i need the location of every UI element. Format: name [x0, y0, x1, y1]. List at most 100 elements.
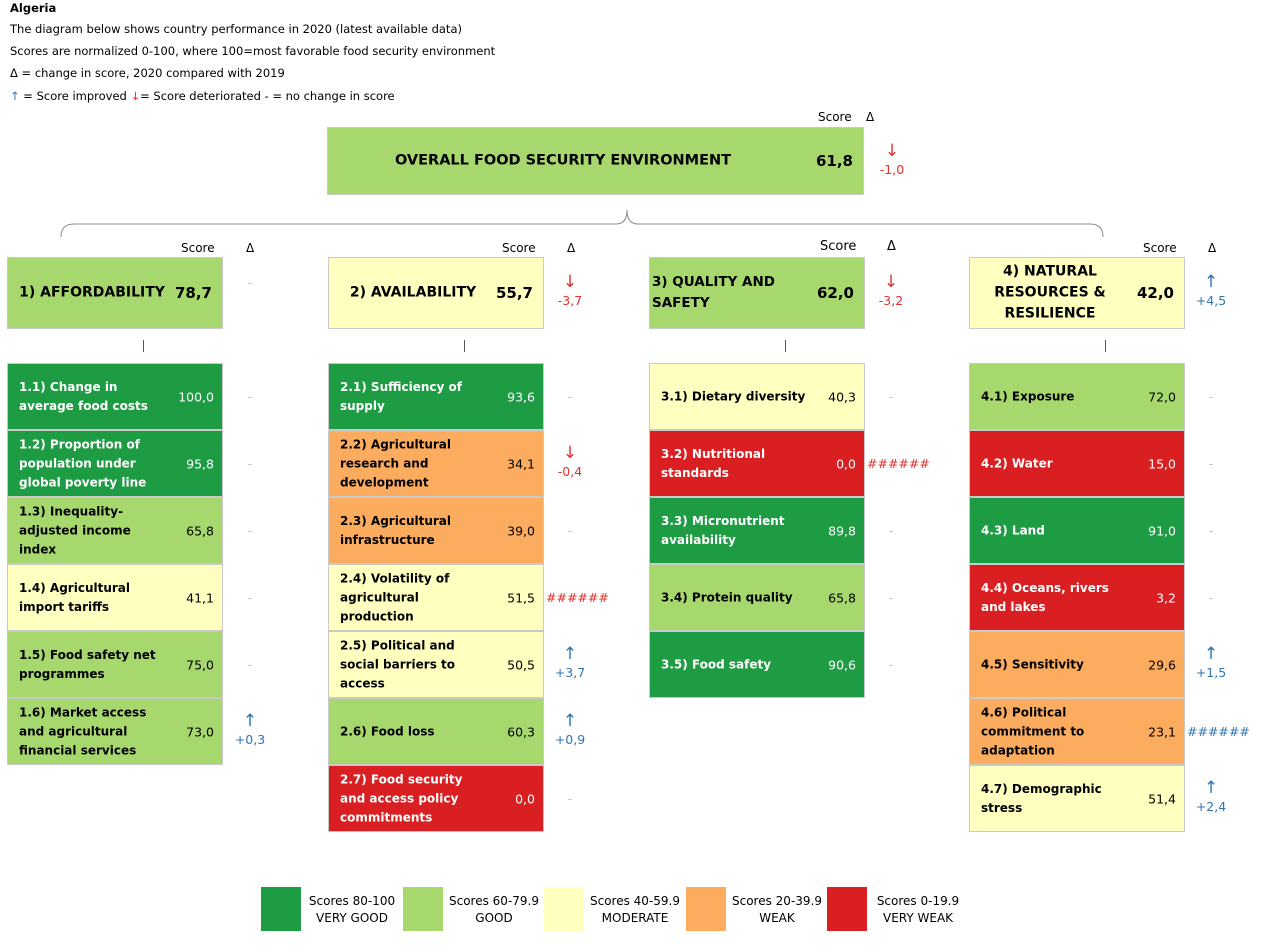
indicator-2-4-delta: ###### [546, 588, 609, 608]
pillar-3-delta-header: Δ [887, 239, 896, 254]
indicator-score: 60,3 [507, 724, 535, 739]
indicator-2-1-delta-value: - [567, 389, 573, 404]
indicator-4-4-delta-value: - [1208, 590, 1214, 605]
legend-rating: GOOD [475, 911, 513, 925]
indicator-score: 75,0 [186, 657, 214, 672]
indicator-4-6-delta: ###### [1187, 722, 1250, 742]
pillar-3-score: 62,0 [816, 284, 854, 302]
indicator-2-4-delta-value: ###### [546, 590, 609, 605]
indicator-2-3-delta-value: - [567, 523, 573, 538]
arrow-up-icon: ↑ [1203, 272, 1219, 292]
indicator-4-6-delta-value: ###### [1187, 724, 1250, 739]
indicator-label: 3.5) Food safety [661, 657, 772, 671]
overall-food-security-box: OVERALL FOOD SECURITY ENVIRONMENT 61,8 [327, 127, 864, 195]
indicator-score: 29,6 [1148, 657, 1176, 672]
pillar-2-connector [464, 340, 465, 352]
indicator-4-7-delta: ↑ +2,4 [1191, 779, 1231, 817]
overall-label: OVERALL FOOD SECURITY ENVIRONMENT [394, 152, 732, 169]
indicator-4-3: 4.3) Land 91,0 [969, 497, 1185, 564]
overall-score: 61,8 [815, 152, 853, 170]
indicator-label: 3.2) Nutritional standards [661, 446, 766, 480]
pillar-3-box: 3) QUALITY AND SAFETY 62,0 [649, 257, 865, 329]
legend-range: Scores 20-39.9 [732, 894, 822, 908]
pillar-2-delta-value: -3,7 [557, 293, 583, 308]
indicator-score: 39,0 [507, 523, 535, 538]
indicator-1-2-delta-value: - [247, 456, 253, 471]
indicator-3-2-delta-value: ###### [867, 456, 930, 471]
indicator-label: 1.6) Market access and agricultural fina… [19, 705, 147, 757]
indicator-label: 4.1) Exposure [981, 389, 1075, 403]
indicator-score: 65,8 [186, 523, 214, 538]
indicator-label: 4.5) Sensitivity [981, 657, 1084, 671]
pillar-1-delta-header: Δ [246, 241, 255, 255]
pillar-2-delta-header: Δ [567, 241, 576, 255]
indicator-1-5: 1.5) Food safety net programmes 75,0 [7, 631, 223, 698]
legend-rating: MODERATE [601, 911, 669, 925]
pillar-4-box: 4) NATURAL RESOURCES & RESILIENCE 42,0 [969, 257, 1185, 329]
arrow-down-icon: ↓ [130, 89, 141, 103]
indicator-2-6: 2.6) Food loss 60,3 [328, 698, 544, 765]
indicator-label: 1.2) Proportion of population under glob… [19, 437, 147, 489]
indicator-label: 4.6) Political commitment to adaptation [981, 705, 1085, 757]
pillar-4-delta-header: Δ [1208, 241, 1217, 255]
pillar-2-box: 2) AVAILABILITY 55,7 [328, 257, 544, 329]
indicator-2-1-delta: - [550, 387, 590, 407]
indicator-label: 3.3) Micronutrient availability [661, 513, 785, 547]
indicator-score: 51,4 [1148, 791, 1176, 806]
pillar-1-connector [143, 340, 144, 352]
pillar-1-score-header: Score [181, 241, 215, 255]
indicator-1-1: 1.1) Change in average food costs 100,0 [7, 363, 223, 430]
indicator-label: 3.4) Protein quality [661, 590, 793, 604]
pillar-4-score: 42,0 [1136, 284, 1174, 302]
arrow-up-icon: ↑ [562, 711, 578, 731]
indicator-4-2: 4.2) Water 15,0 [969, 430, 1185, 497]
indicator-2-6-delta: ↑ +0,9 [550, 712, 590, 750]
indicator-1-6-delta: ↑ +0,3 [230, 712, 270, 750]
indicator-2-2: 2.2) Agricultural research and developme… [328, 430, 544, 497]
indicator-score: 0,0 [515, 791, 535, 806]
pillar-1-box: 1) AFFORDABILITY 78,7 [7, 257, 223, 329]
arrow-legend: ↑ = Score improved ↓= Score deteriorated… [10, 89, 395, 104]
pillar-4-label: 4) NATURAL RESOURCES & RESILIENCE [994, 263, 1106, 322]
indicator-label: 4.2) Water [981, 456, 1053, 470]
indicator-1-3: 1.3) Inequality-adjusted income index 65,… [7, 497, 223, 564]
indicator-score: 65,8 [828, 590, 856, 605]
legend-swatch-moderate [544, 887, 584, 931]
indicator-score: 93,6 [507, 389, 535, 404]
indicator-1-4: 1.4) Agricultural import tariffs 41,1 [7, 564, 223, 631]
legend-rating: WEAK [759, 911, 795, 925]
legend-range: Scores 80-100 [308, 894, 396, 908]
pillar-4-score-header: Score [1143, 241, 1177, 255]
indicator-1-2-delta: - [230, 454, 270, 474]
pillar-3-score-header: Score [820, 239, 857, 254]
indicator-4-2-delta: - [1191, 454, 1231, 474]
indicator-3-3: 3.3) Micronutrient availability 89,8 [649, 497, 865, 564]
pillar-3-delta-value: -3,2 [878, 293, 904, 308]
indicator-label: 2.3) Agricultural infrastructure [340, 513, 452, 547]
indicator-4-7: 4.7) Demographic stress 51,4 [969, 765, 1185, 832]
indicator-1-3-delta-value: - [247, 523, 253, 538]
indicator-2-7: 2.7) Food security and access policy com… [328, 765, 544, 832]
indicator-label: 4.3) Land [981, 523, 1045, 537]
indicator-2-1: 2.1) Sufficiency of supply 93,6 [328, 363, 544, 430]
indicator-2-5-delta-value: +3,7 [554, 665, 586, 680]
intro-line-3: Δ = change in score, 2020 compared with … [10, 66, 285, 80]
indicator-3-3-delta-value: - [888, 523, 894, 538]
indicator-label: 4.7) Demographic stress [981, 781, 1102, 815]
indicator-2-5-delta: ↑ +3,7 [550, 645, 590, 683]
indicator-label: 1.3) Inequality-adjusted income index [19, 504, 131, 556]
indicator-score: 90,6 [828, 657, 856, 672]
pillar-4-delta-value: +4,5 [1195, 293, 1227, 308]
pillar-4-delta: ↑ +4,5 [1191, 273, 1231, 311]
indicator-4-4-delta: - [1191, 588, 1231, 608]
indicator-score: 40,3 [828, 389, 856, 404]
arrow-up-icon: ↑ [1203, 778, 1219, 798]
indicator-1-2: 1.2) Proportion of population under glob… [7, 430, 223, 497]
pillar-1-score: 78,7 [174, 284, 212, 302]
indicator-4-1-delta: - [1191, 387, 1231, 407]
arrow-down-icon: ↓ [883, 272, 899, 292]
legend-range: Scores 0-19.9 [876, 894, 960, 908]
pillar-2-score: 55,7 [495, 284, 533, 302]
indicator-3-5-delta: - [871, 655, 911, 675]
overall-score-header: Score [818, 110, 852, 124]
